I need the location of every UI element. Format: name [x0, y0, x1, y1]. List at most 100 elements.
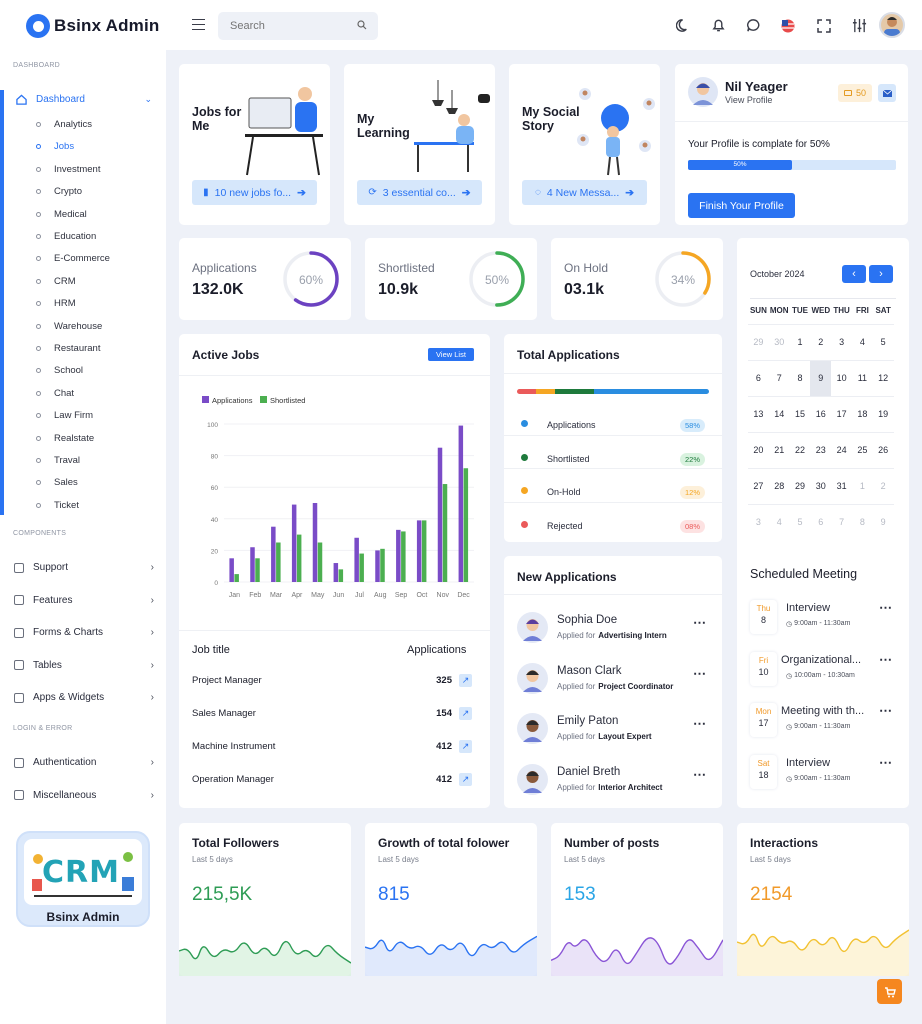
meeting-title[interactable]: Meeting with th... [781, 705, 877, 717]
calendar-next-button[interactable]: › [869, 265, 893, 283]
chat-icon[interactable] [746, 18, 761, 33]
search-input[interactable] [218, 12, 378, 40]
logo[interactable]: Bsinx Admin [26, 14, 159, 38]
hero-button-3[interactable]: ◌ 4 New Messa... ➔ [522, 180, 647, 205]
sidebar-item-investment[interactable]: Investment [36, 164, 100, 175]
applicant-avatar[interactable] [517, 764, 548, 800]
meeting-title[interactable]: Organizational... [781, 654, 877, 666]
calendar-day[interactable]: 15 [790, 396, 811, 432]
hero-button-1[interactable]: ▮ 10 new jobs fo... ➔ [192, 180, 317, 205]
sidebar-item-law-firm[interactable]: Law Firm [36, 410, 93, 421]
nav-dashboard[interactable]: Dashboard ⌄ [16, 94, 152, 105]
calendar-day[interactable]: 16 [810, 396, 831, 432]
sidebar-item-education[interactable]: Education [36, 231, 96, 242]
calendar-day[interactable]: 12 [873, 360, 894, 396]
calendar-day[interactable]: 26 [873, 432, 894, 468]
applicant-name[interactable]: Daniel Breth [557, 766, 620, 778]
calendar-day[interactable]: 30 [810, 468, 831, 504]
calendar-day[interactable]: 7 [769, 360, 790, 396]
calendar-day[interactable]: 22 [790, 432, 811, 468]
sidebar-item-crm[interactable]: CRM [36, 276, 76, 287]
calendar-day[interactable]: 24 [831, 432, 852, 468]
calendar-day[interactable]: 13 [748, 396, 769, 432]
calendar-day[interactable]: 17 [831, 396, 852, 432]
moon-icon[interactable] [676, 18, 691, 33]
calendar-day[interactable]: 1 [790, 324, 811, 360]
sidebar-item-school[interactable]: School [36, 365, 83, 376]
calendar-day[interactable]: 9 [810, 360, 831, 396]
calendar-day[interactable]: 1 [852, 468, 873, 504]
sidebar-item-apps-widgets[interactable]: Apps & Widgets › [14, 692, 154, 703]
applicant-avatar[interactable] [517, 612, 548, 648]
calendar-day[interactable]: 29 [790, 468, 811, 504]
trend-chart-icon[interactable]: ↗ [459, 707, 472, 720]
calendar-day[interactable]: 11 [852, 360, 873, 396]
sidebar-item-authentication[interactable]: Authentication › [14, 757, 154, 768]
calendar-day[interactable]: 6 [810, 504, 831, 540]
sidebar-item-restaurant[interactable]: Restaurant [36, 343, 100, 354]
calendar-day[interactable]: 10 [831, 360, 852, 396]
calendar-day[interactable]: 8 [790, 360, 811, 396]
calendar-day[interactable]: 30 [769, 324, 790, 360]
more-icon[interactable]: ⋯ [879, 600, 892, 616]
mail-button[interactable] [878, 84, 896, 102]
calendar-day[interactable]: 2 [810, 324, 831, 360]
settings-sliders-icon[interactable] [852, 18, 867, 33]
sidebar-item-forms-charts[interactable]: Forms & Charts › [14, 627, 154, 638]
calendar-day[interactable]: 18 [852, 396, 873, 432]
calendar-day[interactable]: 21 [769, 432, 790, 468]
calendar-day[interactable]: 28 [769, 468, 790, 504]
sidebar-item-medical[interactable]: Medical [36, 209, 87, 220]
sidebar-item-warehouse[interactable]: Warehouse [36, 321, 102, 332]
meeting-title[interactable]: Interview [786, 757, 882, 769]
calendar-day[interactable]: 4 [769, 504, 790, 540]
settings-fab[interactable] [877, 979, 902, 1004]
calendar-day[interactable]: 29 [748, 324, 769, 360]
sidebar-item-realstate[interactable]: Realstate [36, 433, 94, 444]
calendar-day[interactable]: 9 [873, 504, 894, 540]
fullscreen-icon[interactable] [817, 19, 831, 33]
more-icon[interactable]: ⋯ [879, 652, 892, 668]
calendar-day[interactable]: 19 [873, 396, 894, 432]
calendar-prev-button[interactable]: ‹ [842, 265, 866, 283]
applicant-name[interactable]: Mason Clark [557, 665, 622, 677]
calendar-day[interactable]: 6 [748, 360, 769, 396]
trend-chart-icon[interactable]: ↗ [459, 740, 472, 753]
profile-avatar[interactable] [688, 77, 718, 107]
menu-toggle-icon[interactable] [192, 19, 205, 30]
more-icon[interactable]: ⋯ [693, 716, 706, 732]
finish-profile-button[interactable]: Finish Your Profile [688, 193, 795, 218]
calendar-day[interactable]: 14 [769, 396, 790, 432]
calendar-day[interactable]: 7 [831, 504, 852, 540]
search-icon[interactable] [357, 20, 367, 30]
trend-chart-icon[interactable]: ↗ [459, 773, 472, 786]
sidebar-item-chat[interactable]: Chat [36, 388, 74, 399]
bell-icon[interactable] [711, 17, 726, 33]
flag-icon[interactable] [781, 19, 795, 33]
applicant-name[interactable]: Sophia Doe [557, 614, 617, 626]
calendar-day[interactable]: 27 [748, 468, 769, 504]
sidebar-item-traval[interactable]: Traval [36, 455, 80, 466]
sidebar-item-tables[interactable]: Tables › [14, 660, 154, 671]
calendar-day[interactable]: 4 [852, 324, 873, 360]
sidebar-item-features[interactable]: Features › [14, 595, 154, 606]
sidebar-item-jobs[interactable]: Jobs [36, 141, 74, 152]
sidebar-item-ticket[interactable]: Ticket [36, 500, 79, 511]
applicant-avatar[interactable] [517, 663, 548, 699]
sidebar-item-crypto[interactable]: Crypto [36, 186, 82, 197]
calendar-day[interactable]: 5 [790, 504, 811, 540]
calendar-day[interactable]: 3 [748, 504, 769, 540]
trend-chart-icon[interactable]: ↗ [459, 674, 472, 687]
calendar-day[interactable]: 3 [831, 324, 852, 360]
calendar-day[interactable]: 25 [852, 432, 873, 468]
meeting-title[interactable]: Interview [786, 602, 882, 614]
view-list-button[interactable]: View List [428, 348, 474, 361]
calendar-day[interactable]: 20 [748, 432, 769, 468]
calendar-day[interactable]: 2 [873, 468, 894, 504]
sidebar-item-analytics[interactable]: Analytics [36, 119, 92, 130]
hero-button-2[interactable]: ⟳ 3 essential co... ➔ [357, 180, 482, 205]
view-profile-link[interactable]: View Profile [725, 95, 772, 105]
applicant-name[interactable]: Emily Paton [557, 715, 618, 727]
calendar-day[interactable]: 5 [873, 324, 894, 360]
sidebar-item-miscellaneous[interactable]: Miscellaneous › [14, 790, 154, 801]
